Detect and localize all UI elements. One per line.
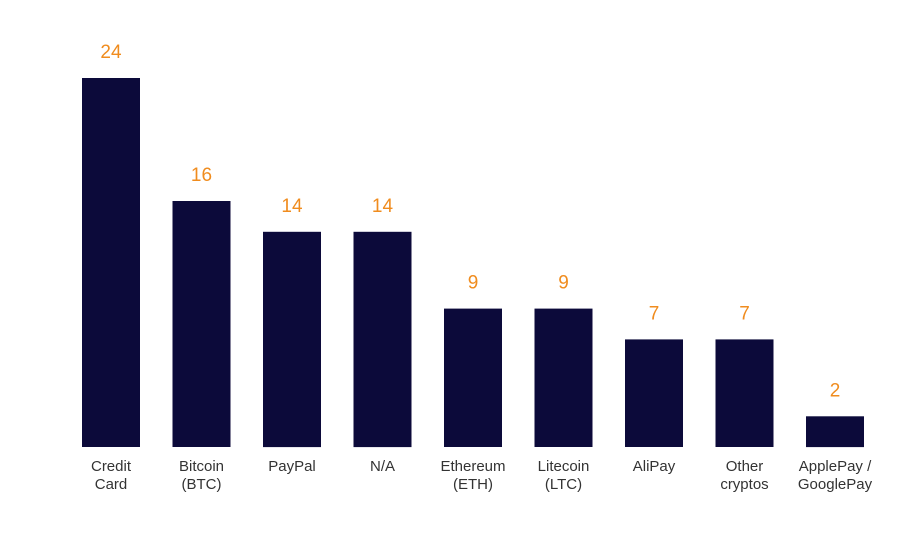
value-label-6: 7	[649, 303, 660, 324]
bar-8	[806, 416, 864, 448]
category-label-7: Other cryptos	[720, 458, 768, 493]
category-label-line: N/A	[370, 458, 395, 475]
value-label-8: 2	[830, 380, 841, 401]
bar-1	[172, 201, 231, 447]
value-label-4: 9	[468, 273, 479, 294]
category-label-line: Bitcoin	[179, 458, 224, 475]
category-label-0: Credit Card	[91, 458, 132, 493]
bar-0	[82, 78, 140, 447]
bar-5	[534, 308, 593, 447]
category-label-8: ApplePay / GooglePay	[798, 458, 873, 493]
category-label-line: Credit	[91, 458, 132, 475]
bar-2	[263, 231, 321, 448]
value-labels-layer: 24 16 14 14 9 9 7 7 2	[100, 42, 840, 401]
category-label-line: AliPay	[633, 458, 676, 475]
category-label-line: Litecoin	[538, 458, 590, 475]
bar-6	[625, 339, 683, 447]
category-label-line: Other	[726, 458, 764, 475]
category-label-line: PayPal	[268, 458, 316, 475]
category-label-2: PayPal	[268, 458, 316, 475]
category-label-line: Ethereum	[440, 458, 505, 475]
category-label-line: (LTC)	[545, 476, 582, 493]
category-label-3: N/A	[370, 458, 395, 475]
value-label-2: 14	[281, 196, 303, 217]
category-label-line: (BTC)	[182, 476, 222, 493]
category-label-1: Bitcoin (BTC)	[179, 458, 224, 493]
value-label-1: 16	[191, 165, 212, 186]
category-label-5: Litecoin (LTC)	[538, 458, 590, 493]
bar-4	[444, 308, 502, 447]
category-label-line: (ETH)	[453, 476, 493, 493]
category-label-line: GooglePay	[798, 476, 873, 493]
value-label-3: 14	[372, 196, 394, 217]
value-label-5: 9	[558, 273, 569, 294]
bar-3	[353, 231, 412, 448]
bar-7	[715, 339, 774, 447]
category-label-line: cryptos	[720, 476, 768, 493]
category-label-4: Ethereum (ETH)	[440, 458, 505, 493]
category-label-line: ApplePay /	[799, 458, 872, 475]
bars-layer	[82, 78, 864, 448]
value-label-0: 24	[100, 42, 122, 63]
value-label-7: 7	[739, 303, 750, 324]
category-label-line: Card	[95, 476, 128, 493]
category-label-6: AliPay	[633, 458, 676, 475]
